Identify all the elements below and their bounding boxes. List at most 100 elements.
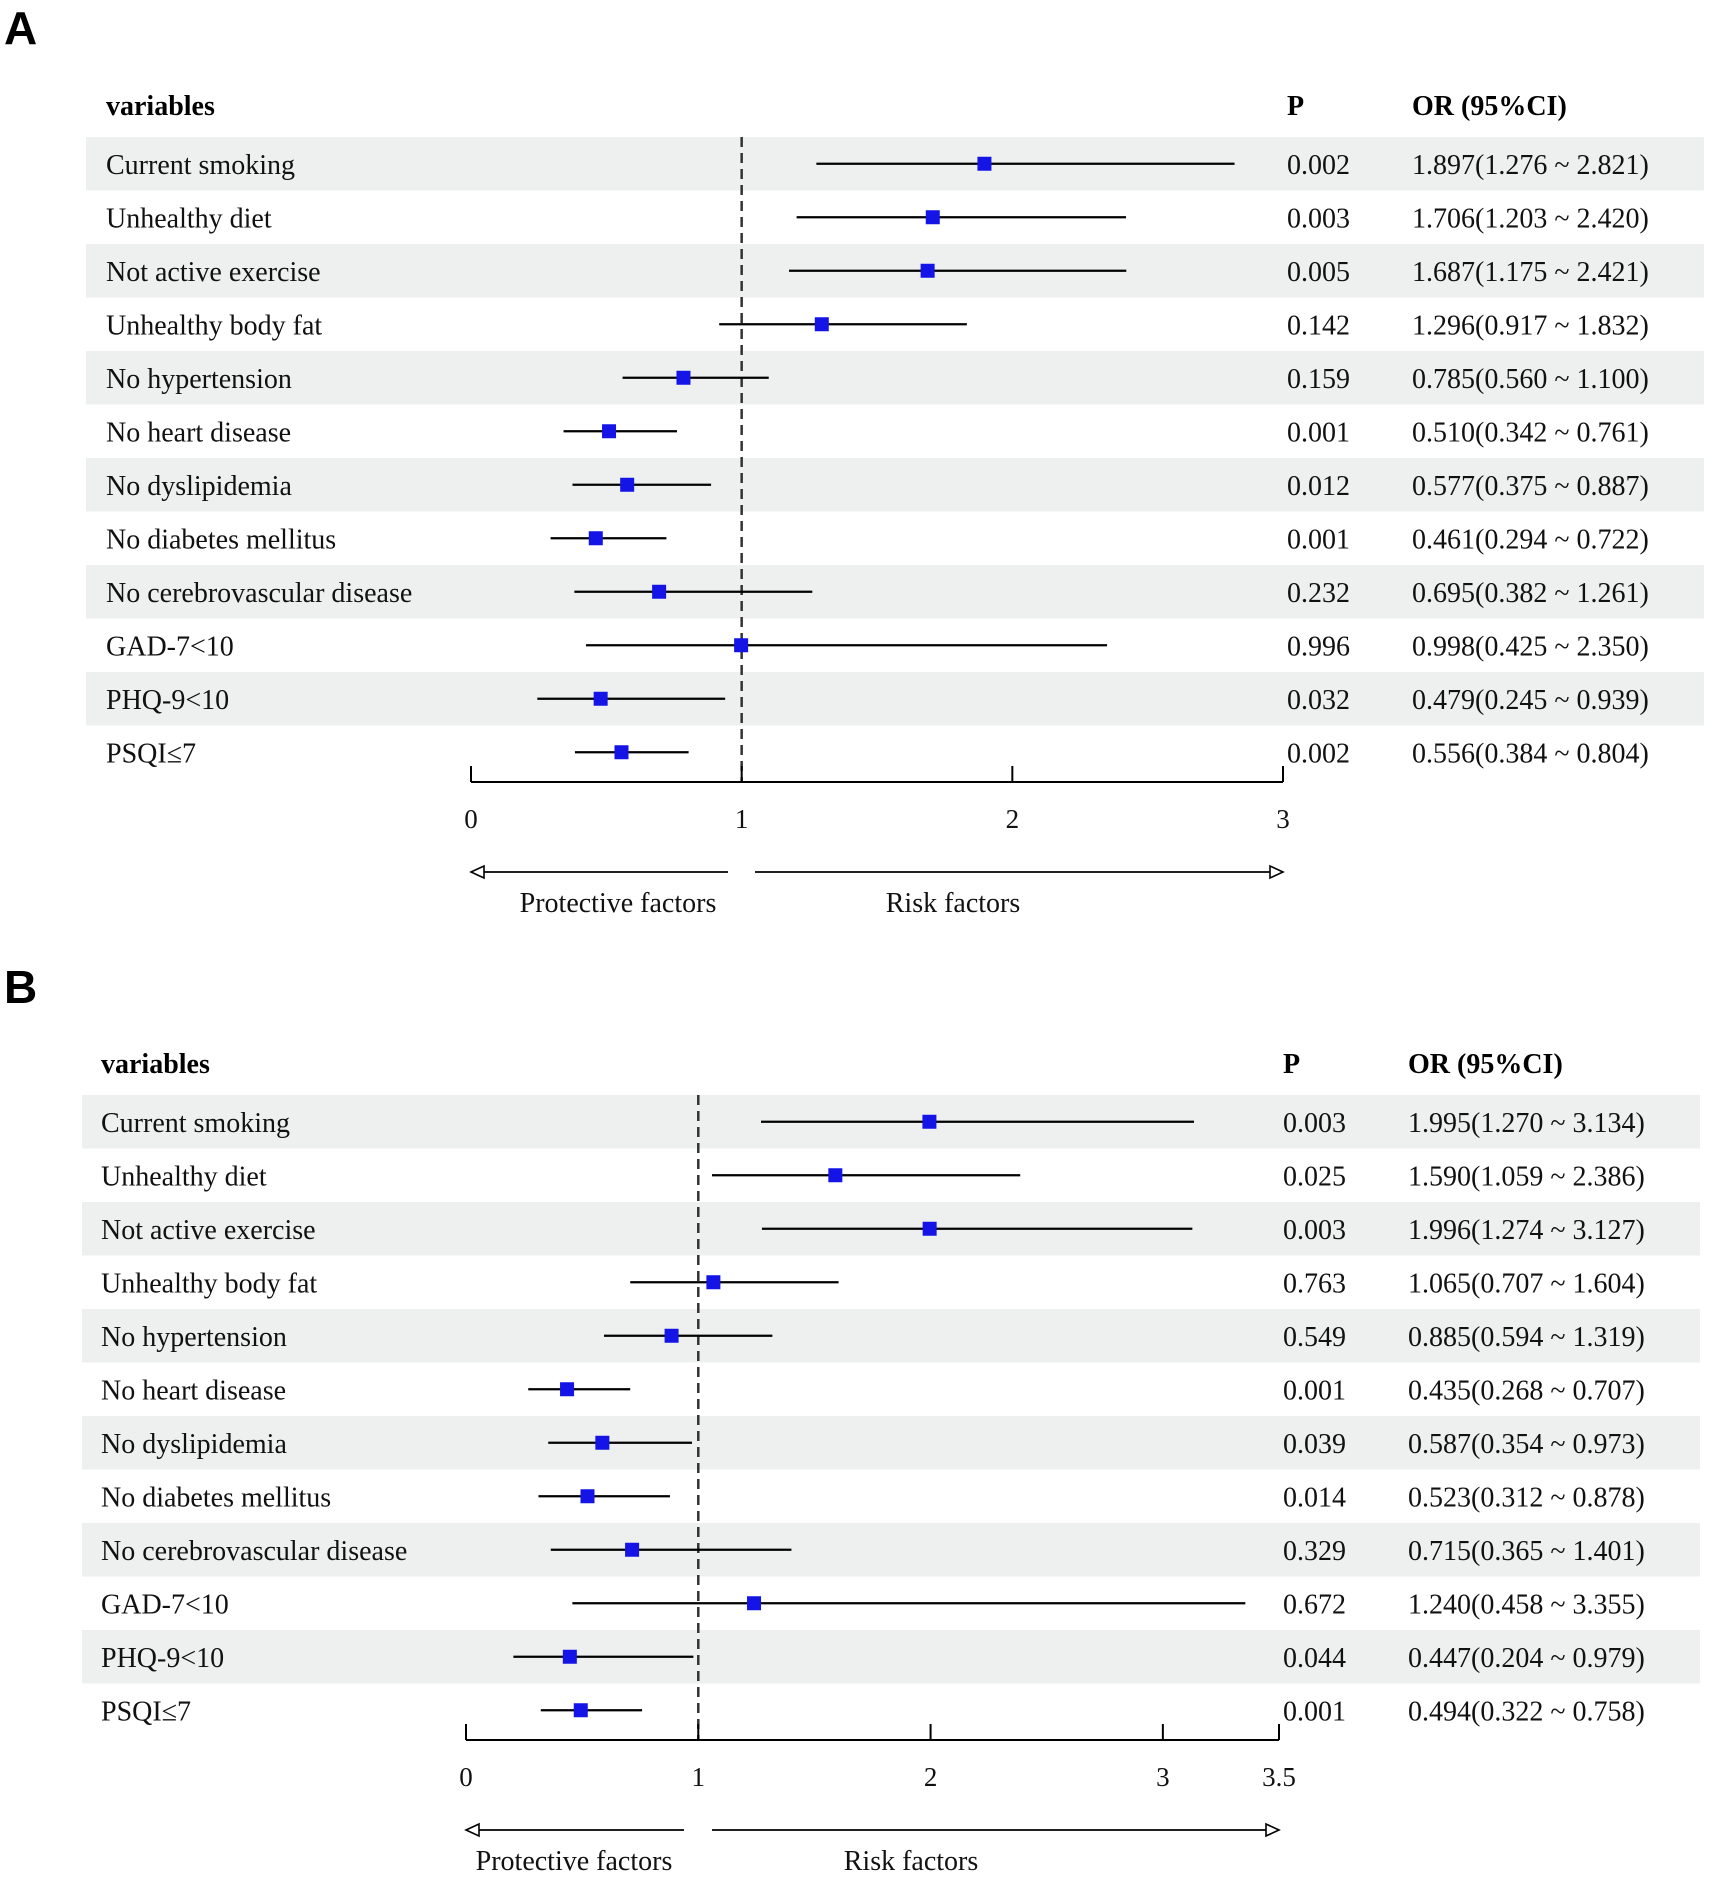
or-marker — [593, 691, 608, 706]
variable-label: PHQ-9<10 — [101, 1643, 224, 1674]
p-value: 0.329 — [1283, 1536, 1346, 1567]
header-p: P — [1283, 1049, 1300, 1080]
or-marker — [602, 424, 617, 439]
or-ci-text: 0.510(0.342 ~ 0.761) — [1412, 417, 1649, 448]
or-marker — [573, 1703, 588, 1718]
or-ci-text: 0.435(0.268 ~ 0.707) — [1408, 1375, 1645, 1406]
or-ci-text: 0.523(0.312 ~ 0.878) — [1408, 1482, 1645, 1513]
p-value: 0.012 — [1287, 471, 1350, 502]
or-ci-text: 1.996(1.274 ~ 3.127) — [1408, 1215, 1645, 1246]
risk-arrow-head — [1269, 864, 1285, 880]
x-tick-label: 1 — [735, 804, 749, 834]
p-value: 0.142 — [1287, 310, 1350, 341]
row-stripe — [82, 1523, 1700, 1577]
variable-label: Not active exercise — [106, 257, 321, 288]
or-ci-text: 1.065(0.707 ~ 1.604) — [1408, 1268, 1645, 1299]
or-marker — [922, 1221, 937, 1236]
p-value: 0.996 — [1287, 631, 1350, 662]
x-tick-label: 0 — [459, 1762, 473, 1792]
or-ci-text: 1.240(0.458 ~ 3.355) — [1408, 1589, 1645, 1620]
or-ci-text: 0.695(0.382 ~ 1.261) — [1412, 578, 1649, 609]
row-stripe — [82, 1416, 1700, 1470]
or-ci-text: 0.447(0.204 ~ 0.979) — [1408, 1643, 1645, 1674]
protective-factors-label: Protective factors — [520, 888, 717, 919]
x-tick-label: 2 — [924, 1762, 938, 1792]
or-marker — [676, 370, 691, 385]
variable-label: No cerebrovascular disease — [101, 1536, 407, 1567]
p-value: 0.003 — [1283, 1215, 1346, 1246]
p-value: 0.549 — [1283, 1322, 1346, 1353]
or-marker — [614, 745, 629, 760]
variable-label: No dyslipidemia — [101, 1429, 287, 1460]
or-marker — [706, 1275, 721, 1290]
or-ci-text: 0.461(0.294 ~ 0.722) — [1412, 524, 1649, 555]
header-or: OR (95%CI) — [1408, 1049, 1563, 1080]
panel-label: A — [4, 2, 37, 54]
row-stripe — [86, 351, 1704, 405]
variable-label: Current smoking — [106, 150, 295, 181]
p-value: 0.232 — [1287, 578, 1350, 609]
or-marker — [920, 263, 935, 278]
or-marker — [814, 317, 829, 332]
or-marker — [620, 477, 635, 492]
or-marker — [747, 1596, 762, 1611]
or-ci-text: 0.494(0.322 ~ 0.758) — [1408, 1696, 1645, 1727]
p-value: 0.039 — [1283, 1429, 1346, 1460]
row-stripe — [82, 1309, 1700, 1363]
p-value: 0.032 — [1287, 685, 1350, 716]
or-ci-text: 0.556(0.384 ~ 0.804) — [1412, 738, 1649, 769]
or-marker — [652, 584, 667, 599]
or-marker — [828, 1168, 843, 1183]
p-value: 0.001 — [1287, 524, 1350, 555]
p-value: 0.025 — [1283, 1161, 1346, 1192]
variable-label: Not active exercise — [101, 1215, 316, 1246]
x-tick-label: 3.5 — [1262, 1762, 1296, 1792]
risk-factors-label: Risk factors — [886, 888, 1021, 919]
p-value: 0.044 — [1283, 1643, 1346, 1674]
p-value: 0.002 — [1287, 738, 1350, 769]
row-stripe — [82, 1630, 1700, 1684]
or-ci-text: 1.590(1.059 ~ 2.386) — [1408, 1161, 1645, 1192]
or-ci-text: 0.885(0.594 ~ 1.319) — [1408, 1322, 1645, 1353]
or-marker — [922, 1114, 937, 1129]
variable-label: No dyslipidemia — [106, 471, 292, 502]
protective-arrow-head — [464, 1822, 480, 1838]
variable-label: GAD-7<10 — [106, 631, 234, 662]
variable-label: PHQ-9<10 — [106, 685, 229, 716]
variable-label: Unhealthy diet — [106, 203, 272, 234]
risk-factors-label: Risk factors — [844, 1846, 979, 1877]
or-marker — [734, 638, 749, 653]
or-marker — [625, 1542, 640, 1557]
variable-label: Unhealthy body fat — [106, 310, 322, 341]
variable-label: PSQI≤7 — [106, 738, 196, 769]
protective-arrow-head — [469, 864, 485, 880]
header-p: P — [1287, 91, 1304, 122]
header-variables: variables — [106, 91, 215, 122]
or-ci-text: 1.706(1.203 ~ 2.420) — [1412, 203, 1649, 234]
or-ci-text: 0.479(0.245 ~ 0.939) — [1412, 685, 1649, 716]
x-tick-label: 0 — [464, 804, 478, 834]
p-value: 0.002 — [1287, 150, 1350, 181]
variable-label: No cerebrovascular disease — [106, 578, 412, 609]
variable-label: No diabetes mellitus — [101, 1482, 331, 1513]
x-tick-label: 2 — [1006, 804, 1020, 834]
x-tick-label: 3 — [1276, 804, 1290, 834]
p-value: 0.003 — [1283, 1108, 1346, 1139]
p-value: 0.001 — [1283, 1696, 1346, 1727]
p-value: 0.005 — [1287, 257, 1350, 288]
variable-label: GAD-7<10 — [101, 1589, 229, 1620]
risk-arrow-head — [1265, 1822, 1281, 1838]
p-value: 0.763 — [1283, 1268, 1346, 1299]
or-marker — [588, 531, 603, 546]
p-value: 0.003 — [1287, 203, 1350, 234]
row-stripe — [86, 565, 1704, 619]
x-tick-label: 1 — [692, 1762, 706, 1792]
variable-label: PSQI≤7 — [101, 1696, 191, 1727]
or-ci-text: 1.296(0.917 ~ 1.832) — [1412, 310, 1649, 341]
p-value: 0.672 — [1283, 1589, 1346, 1620]
variable-label: No heart disease — [101, 1375, 286, 1406]
protective-factors-label: Protective factors — [476, 1846, 673, 1877]
p-value: 0.014 — [1283, 1482, 1346, 1513]
